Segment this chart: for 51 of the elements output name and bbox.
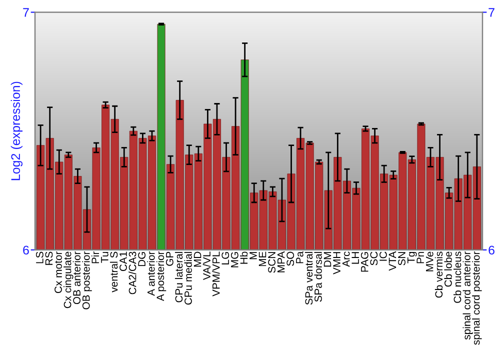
x-tick-label: OB posterior [82,251,92,310]
x-tick-label: GP [166,252,174,266]
x-tick-label: DG [138,252,146,266]
x-tick-label: OB anterior [72,251,81,304]
x-tick-label: ME [258,252,266,266]
x-tick-label: SO [286,252,294,266]
x-tick-label: SC [370,252,378,266]
x-tick-label: SPa ventral [304,252,313,305]
x-tick-label: RS [45,252,53,265]
x-tick-label: CPu lateral [174,252,183,302]
x-tick-label: Tu [101,252,108,263]
x-tick-label: CPu medial [184,252,192,305]
x-tick-label: LS [36,252,44,264]
x-tick-label: M [250,252,257,260]
x-tick-label: Pa [296,251,304,264]
x-tick-label: spinal cord anterior [462,251,472,340]
x-tick-label: VPM/VPL [212,252,220,296]
x-tick-label: SPa dorsal [314,252,322,302]
x-tick-label: Arc [342,252,350,267]
x-tick-label: VA/VL [202,252,210,280]
x-tick-label: CA2/CA3 [128,252,136,294]
x-tick-label: Pn [416,252,424,264]
x-tick-label: SN [398,252,406,266]
x-tick-label: Hb [240,252,248,264]
x-tick-label: Cb vermis [434,252,443,298]
x-tick-label: MPA [277,251,285,272]
x-tick-label: MG [230,252,238,268]
y2-tick-label: 7 [488,8,494,17]
x-tick-label: Cx cingulate [64,252,74,308]
y2-tick-label: 6 [488,246,494,255]
y-axis-title: Log2 (expression) [10,82,22,180]
x-tick-label: Pir [91,251,99,264]
x-tick-label: Cb lobe [444,252,452,287]
x-tick-label: VMH [333,252,340,274]
x-tick-label: MD [194,252,202,267]
x-tick-label: LG [222,252,230,264]
x-tick-label: A posterior [156,251,166,302]
x-tick-label: Tg [407,252,417,264]
x-tick-label: IC [380,252,387,261]
x-tick-label: SCN [268,252,276,273]
x-tick-label: DM [324,252,332,267]
x-tick-label: MVe [426,252,434,272]
x-tick-label: VTA [388,251,396,271]
x-tick-label: Cb nucleus [454,252,462,303]
x-tick-label: spinal cord posterior [472,251,482,345]
x-tick-label: CA1 [120,252,127,272]
x-tick-label: ventral S [110,252,118,292]
x-tick-label: LH [352,252,359,264]
x-tick-label: A anterior [147,251,155,296]
x-tick-label: Cx motor [54,251,62,294]
x-tick-label: PAG [360,252,368,272]
